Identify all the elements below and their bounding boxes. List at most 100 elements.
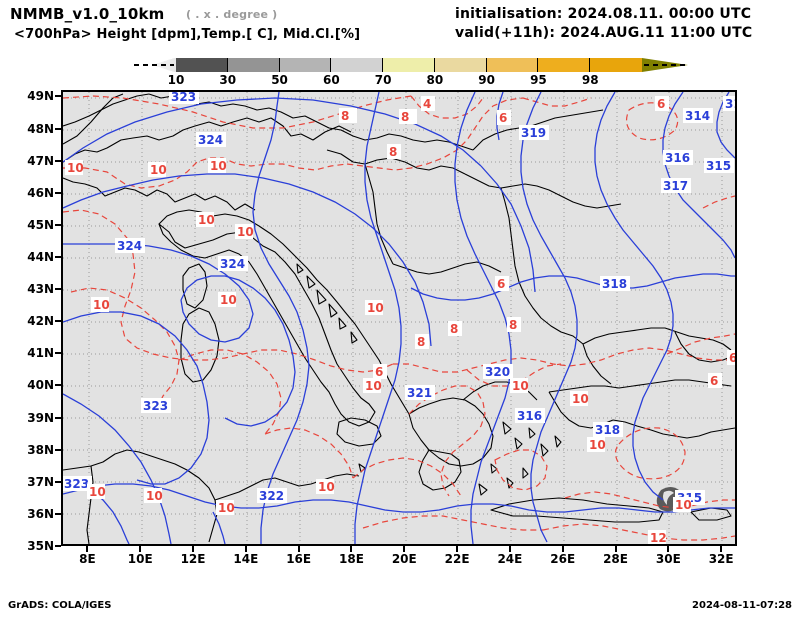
- colorbar-tick-50: 50: [271, 73, 288, 87]
- svg-text:10: 10: [220, 293, 237, 307]
- y-axis-tick: [55, 320, 61, 323]
- x-axis-tick: [350, 546, 353, 552]
- x-axis-label-8E: 8E: [79, 552, 96, 566]
- svg-text:316: 316: [517, 409, 542, 423]
- cloud-cover-colorbar: 10 30 50 60 70 80 90 95 98: [132, 58, 688, 87]
- x-axis-label-30E: 30E: [655, 552, 681, 566]
- y-axis-tick: [55, 159, 61, 162]
- svg-text:10: 10: [675, 498, 692, 512]
- x-axis-label-24E: 24E: [497, 552, 523, 566]
- x-axis-tick: [614, 546, 617, 552]
- svg-text:8: 8: [417, 335, 425, 349]
- colorbar-segment-90: [486, 58, 539, 72]
- svg-text:10: 10: [572, 392, 589, 406]
- y-axis-label-47N: 47N: [27, 153, 54, 168]
- x-axis-tick: [561, 546, 564, 552]
- svg-text:12: 12: [650, 531, 667, 544]
- svg-text:324: 324: [220, 257, 245, 271]
- svg-text:10: 10: [589, 438, 606, 452]
- map-canvas: 323 324 324 324 323 323 322 321 320 319 …: [63, 92, 735, 544]
- y-axis-tick: [55, 255, 61, 258]
- render-timestamp: 2024-08-11-07:28: [692, 600, 792, 611]
- svg-text:316: 316: [665, 151, 690, 165]
- colorbar-tick-90: 90: [478, 73, 496, 87]
- x-axis-label-12E: 12E: [180, 552, 206, 566]
- x-axis-label-18E: 18E: [339, 552, 364, 566]
- svg-text:324: 324: [117, 239, 142, 253]
- colorbar-segment-60: [331, 58, 384, 72]
- svg-text:314: 314: [685, 109, 710, 123]
- svg-text:6: 6: [499, 111, 507, 125]
- svg-text:6: 6: [710, 374, 718, 388]
- x-axis-label-22E: 22E: [444, 552, 470, 566]
- y-axis-tick: [55, 95, 61, 98]
- svg-text:320: 320: [485, 365, 510, 379]
- y-axis-tick: [55, 191, 61, 194]
- y-axis-tick: [55, 480, 61, 483]
- y-axis-tick: [55, 288, 61, 291]
- grads-credit: GrADS: COLA/IGES: [8, 600, 112, 611]
- y-axis-tick: [55, 512, 61, 515]
- y-axis-label-40N: 40N: [27, 378, 54, 393]
- svg-text:10: 10: [318, 480, 335, 494]
- x-axis-tick: [720, 546, 723, 552]
- y-axis-label-36N: 36N: [27, 506, 54, 521]
- y-axis-label-49N: 49N: [27, 89, 54, 104]
- svg-text:318: 318: [602, 277, 627, 291]
- svg-text:319: 319: [521, 126, 546, 140]
- svg-text:323: 323: [64, 477, 89, 491]
- svg-text:317: 317: [663, 179, 688, 193]
- colorbar-segment-95: [538, 58, 591, 72]
- y-axis-label-38N: 38N: [27, 442, 54, 457]
- svg-text:324: 324: [198, 133, 223, 147]
- y-axis-label-44N: 44N: [27, 249, 54, 264]
- svg-text:10: 10: [146, 489, 163, 503]
- field-description: <700hPa> Height [dpm],Temp.[ C], Mid.Cl.…: [14, 27, 361, 42]
- y-axis-label-41N: 41N: [27, 346, 54, 361]
- projection-note: ( . x . degree ): [186, 8, 278, 21]
- colorbar-segment-98: [590, 58, 642, 72]
- colorbar-tick-10: 10: [167, 73, 185, 87]
- colorbar-tick-30: 30: [219, 73, 237, 87]
- y-axis-tick: [55, 127, 61, 130]
- model-name: NMMB_v1.0_10km: [10, 5, 165, 23]
- map-plot-area: 323 324 324 324 323 323 322 321 320 319 …: [61, 90, 737, 546]
- y-axis-label-43N: 43N: [27, 282, 54, 297]
- svg-text:315: 315: [706, 159, 731, 173]
- colorbar-tick-80: 80: [426, 73, 444, 87]
- y-axis-label-39N: 39N: [27, 410, 54, 425]
- colorbar-tick-70: 70: [374, 73, 392, 87]
- colorbar-segment-70: [383, 58, 435, 72]
- svg-text:10: 10: [367, 301, 384, 315]
- x-axis-tick: [403, 546, 406, 552]
- y-axis-tick: [55, 384, 61, 387]
- y-axis-tick: [55, 416, 61, 419]
- svg-text:316: 316: [725, 97, 735, 111]
- x-axis-label-16E: 16E: [286, 552, 312, 566]
- x-axis-tick: [508, 546, 511, 552]
- y-axis-label-48N: 48N: [27, 121, 54, 136]
- colorbar-under-arrow: [132, 58, 176, 72]
- svg-text:8: 8: [389, 145, 397, 159]
- y-axis-label-46N: 46N: [27, 185, 54, 200]
- svg-text:10: 10: [67, 161, 84, 175]
- y-axis-label-45N: 45N: [27, 217, 54, 232]
- x-axis-label-26E: 26E: [550, 552, 576, 566]
- svg-text:6: 6: [657, 97, 665, 111]
- y-axis-tick: [55, 545, 61, 547]
- colorbar-tick-95: 95: [530, 73, 547, 87]
- svg-text:321: 321: [407, 386, 432, 400]
- x-axis-label-14E: 14E: [233, 552, 259, 566]
- colorbar-over-arrow: [642, 58, 688, 72]
- x-axis-tick: [86, 546, 89, 552]
- height-contours: [63, 92, 735, 544]
- y-axis-tick: [55, 448, 61, 451]
- svg-text:323: 323: [171, 92, 196, 104]
- svg-text:10: 10: [89, 485, 106, 499]
- contour-labels: 323 324 324 324 323 323 322 321 320 319 …: [63, 92, 735, 544]
- svg-text:8: 8: [341, 109, 349, 123]
- x-axis-tick: [244, 546, 247, 552]
- y-axis-label-37N: 37N: [27, 474, 54, 489]
- svg-text:323: 323: [143, 399, 168, 413]
